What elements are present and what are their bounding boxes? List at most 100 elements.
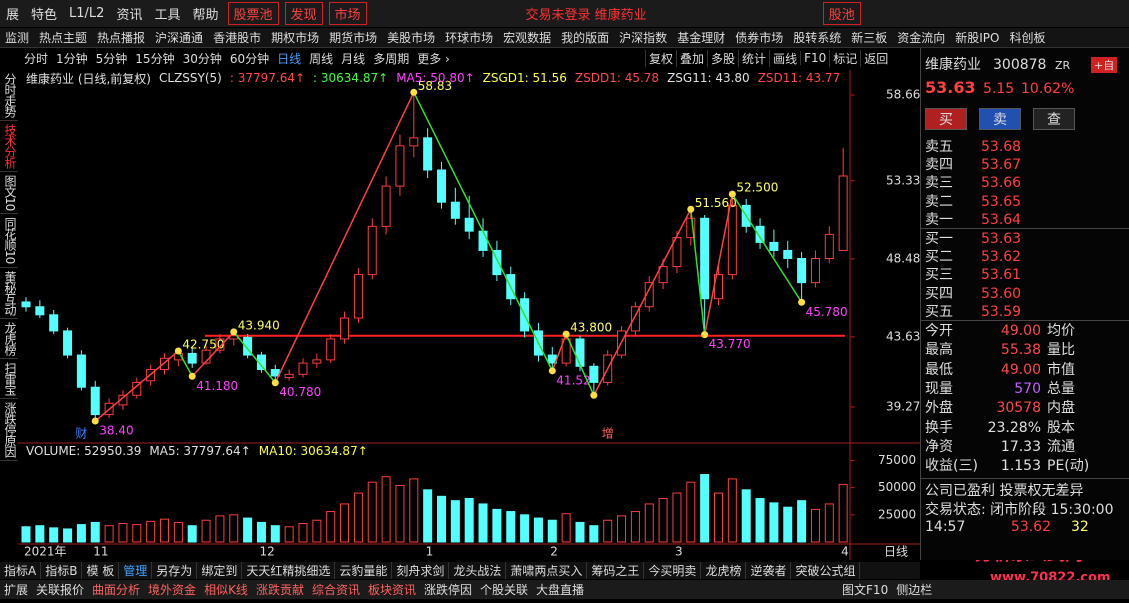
menu-item-boxed[interactable]: 股票池	[227, 2, 279, 25]
nav-tab[interactable]: 新三板	[851, 31, 888, 45]
nav-tab[interactable]: 热点主题	[39, 31, 88, 45]
nav-tab[interactable]: 资金流向	[897, 31, 946, 45]
nav-tab[interactable]: 期货市场	[329, 31, 378, 45]
nav-tab[interactable]: 我的版面	[561, 31, 610, 45]
tool-button[interactable]: 叠加	[676, 49, 707, 67]
footer-right-tab[interactable]: 侧边栏	[896, 583, 933, 597]
nav-tab[interactable]: 热点播报	[97, 31, 146, 45]
nav-tab[interactable]: 基金理财	[677, 31, 726, 45]
trade-button[interactable]: 卖	[979, 108, 1021, 130]
footer-right-tab[interactable]: 图文F10	[842, 583, 889, 597]
indicator-tab[interactable]: 突破公式组	[791, 562, 861, 579]
period-tab[interactable]: 更多 ›	[417, 51, 450, 66]
tool-button[interactable]: 画线	[769, 49, 800, 67]
menu-item[interactable]: L1/L2	[69, 6, 105, 21]
stock-pool[interactable]: 股池	[822, 2, 861, 25]
footer-tab[interactable]: 关联报价	[36, 583, 85, 597]
tool-button[interactable]: F10	[800, 51, 829, 65]
tool-button[interactable]: 复权	[645, 49, 676, 67]
cell: 49.00	[1000, 361, 1041, 378]
nav-tab[interactable]: 沪深通通	[155, 31, 204, 45]
side-tab[interactable]: 分时走势	[0, 70, 18, 121]
nav-tab[interactable]: 美股市场	[387, 31, 436, 45]
menu-item[interactable]: 工具	[154, 8, 181, 23]
period-tab[interactable]: 多周期	[373, 51, 410, 66]
period-tab[interactable]: 分时	[24, 51, 49, 66]
menu-item[interactable]: 帮助	[192, 8, 219, 23]
period-tab[interactable]: 月线	[341, 51, 366, 66]
period-tab[interactable]: 1分钟	[56, 51, 88, 66]
x-tick-label: 11	[93, 545, 108, 559]
trade-button[interactable]: 买	[925, 108, 967, 130]
indicator-tab[interactable]: 指标A	[0, 562, 42, 579]
period-tab[interactable]: 周线	[309, 51, 334, 66]
zigzag-segment	[731, 193, 803, 303]
footer-tab[interactable]: 个股关联	[480, 583, 529, 597]
period-tab[interactable]: 日线	[277, 51, 302, 66]
footer-tab[interactable]: 涨跌贡献	[255, 583, 304, 597]
indicator-tab[interactable]: 龙虎榜	[701, 562, 747, 579]
indicator-tab[interactable]: 刻舟求剑	[392, 562, 450, 579]
nav-tab[interactable]: 环球市场	[445, 31, 494, 45]
footer-tab[interactable]: 曲面分析	[92, 583, 141, 597]
nav-tab[interactable]: 沪深指数	[619, 31, 668, 45]
nav-tab[interactable]: 新股IPO	[955, 31, 1000, 45]
nav-tab[interactable]: 股转系统	[793, 31, 842, 45]
period-tab[interactable]: 15分钟	[135, 51, 175, 66]
indicator-tab[interactable]: 龙头战法	[449, 562, 507, 579]
zigzag-label: 52.500	[736, 181, 778, 195]
indicator-tab[interactable]: 模 板	[82, 562, 120, 579]
nav-tab[interactable]: 期权市场	[271, 31, 320, 45]
indicator-value: ZSD11: 43.77	[757, 71, 841, 85]
menu-item-boxed[interactable]: 市场	[328, 2, 367, 25]
indicator-tab[interactable]: 绑定到	[197, 562, 243, 579]
indicator-tab[interactable]: 天天红精挑细选	[242, 562, 336, 579]
footer-tab[interactable]: 相似K线	[204, 583, 248, 597]
tool-button[interactable]: 返回	[860, 49, 891, 67]
indicator-tab[interactable]: 云豹量能	[335, 562, 393, 579]
cell: 换手	[925, 419, 953, 436]
period-tab[interactable]: 5分钟	[95, 51, 128, 66]
footer-tab[interactable]: 涨跌停因	[423, 583, 472, 597]
menu-item[interactable]: 资讯	[116, 8, 143, 23]
menu-item-boxed[interactable]: 发现	[284, 2, 323, 25]
indicator-tab[interactable]: 另存为	[152, 562, 198, 579]
indicator-tab[interactable]: 管理	[119, 562, 153, 579]
side-tab[interactable]: 扫雷宝	[0, 359, 18, 399]
nav-tab[interactable]: 科创板	[1009, 31, 1046, 45]
side-tab[interactable]: 董秘互动	[0, 268, 18, 319]
volume-bar	[824, 503, 834, 543]
indicator-tab[interactable]: 指标B	[41, 562, 83, 579]
indicator-value: MA5: 50.80↑	[396, 71, 475, 85]
period-tab[interactable]: 30分钟	[182, 51, 222, 66]
footer-tab[interactable]: 板块资讯	[367, 583, 416, 597]
menu-item[interactable]: 展	[6, 8, 20, 23]
period-tab[interactable]: 60分钟	[229, 51, 270, 66]
tool-button[interactable]: 多股	[707, 49, 738, 67]
tool-button[interactable]: 标记	[829, 49, 860, 67]
menu-item[interactable]: 特色	[31, 8, 58, 23]
tool-button[interactable]: 统计	[738, 49, 769, 67]
side-tab[interactable]: 同花顺10	[0, 214, 18, 268]
nav-tab[interactable]: 宏观数据	[503, 31, 552, 45]
side-tab[interactable]: 龙虎榜	[0, 319, 18, 359]
footer-tab[interactable]: 综合资讯	[311, 583, 360, 597]
nav-tab[interactable]: 监测	[5, 31, 30, 45]
volume-bar	[284, 526, 294, 543]
zigzag-point	[687, 205, 695, 213]
footer-tab[interactable]: 境外资金	[148, 583, 197, 597]
indicator-tab[interactable]: 逆袭者	[746, 562, 792, 579]
nav-tab[interactable]: 债券市场	[735, 31, 784, 45]
indicator-tab[interactable]: 今买明卖	[644, 562, 702, 579]
nav-tab[interactable]: 香港股市	[213, 31, 262, 45]
trade-button[interactable]: 查	[1033, 108, 1075, 130]
last-tick: 14:57 53.62 32	[925, 519, 1089, 535]
footer-tab[interactable]: 扩展	[4, 583, 29, 597]
footer-tab[interactable]: 大盘直播	[536, 583, 585, 597]
side-tab[interactable]: 涨跌停原因	[0, 399, 18, 461]
side-tab[interactable]: 技术分析	[0, 121, 18, 172]
indicator-tab[interactable]: 筹码之王	[587, 562, 645, 579]
indicator-tab[interactable]: 萧啸两点买入	[506, 562, 588, 579]
side-tab[interactable]: 图文10	[0, 172, 18, 215]
zigzag-segment	[551, 333, 567, 372]
